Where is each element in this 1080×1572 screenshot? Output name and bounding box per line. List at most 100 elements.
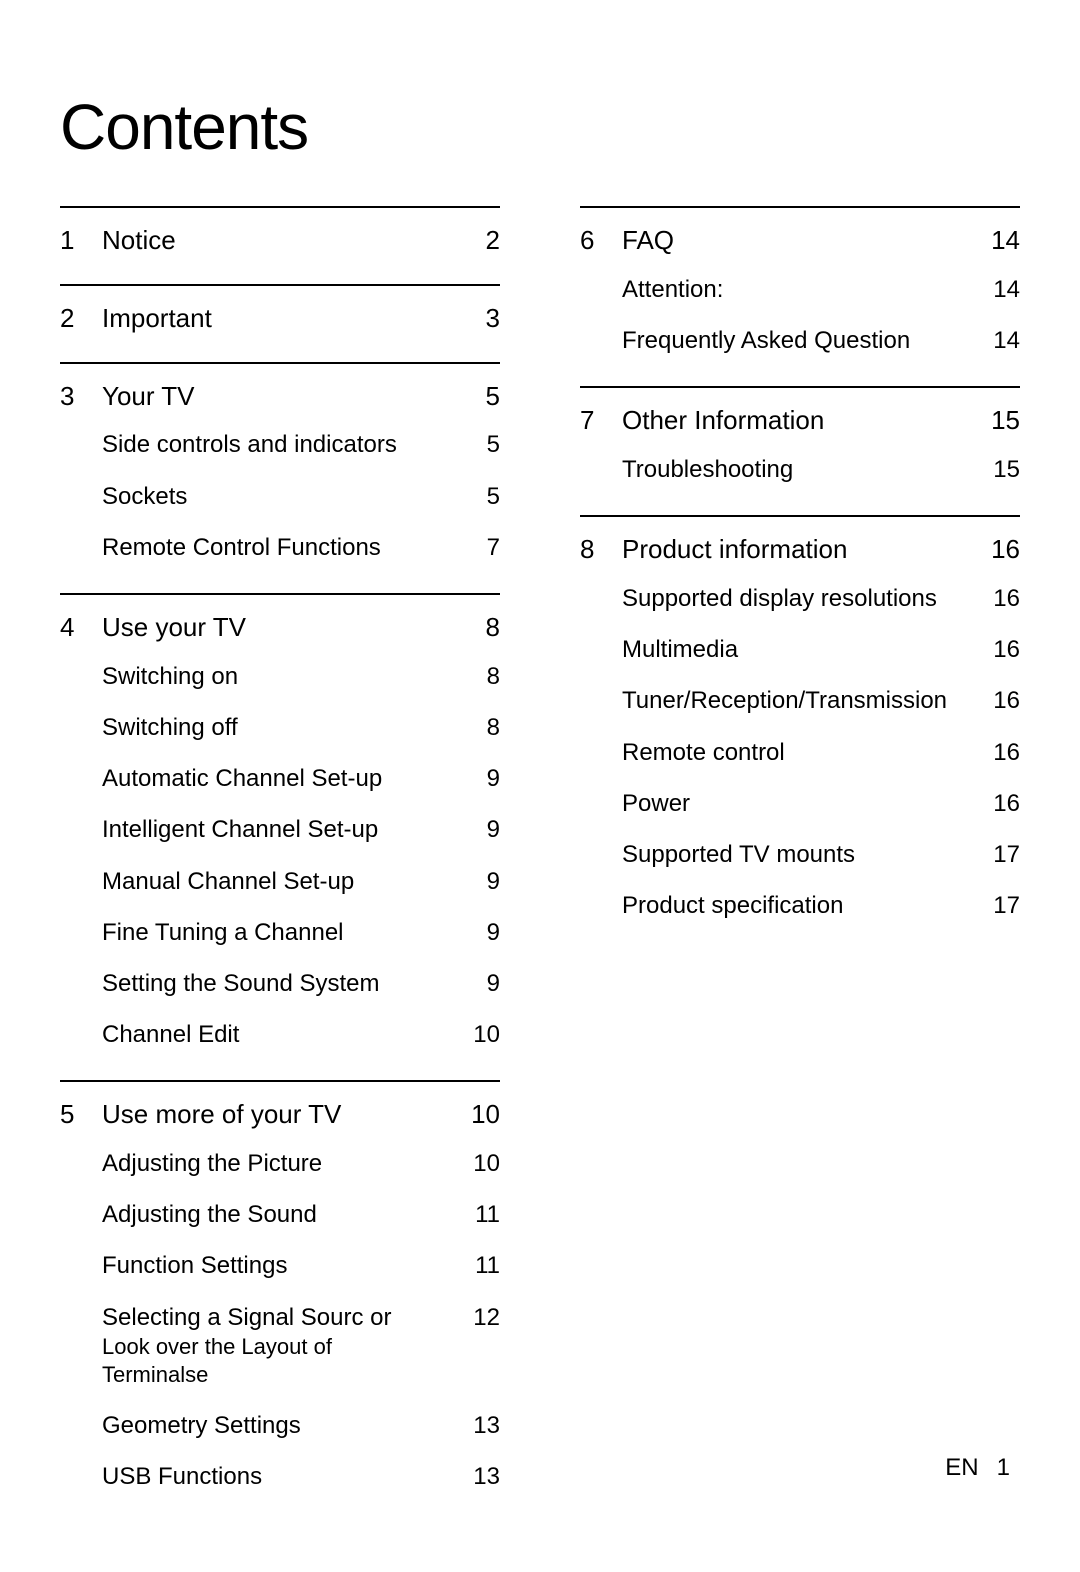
toc-subitem: Intelligent Channel Set-up9 xyxy=(102,804,500,855)
toc-subitem-title: Multimedia xyxy=(622,634,970,665)
toc-section-head: 8Product information16 xyxy=(580,527,1020,573)
toc-subitem: Troubleshooting15 xyxy=(622,444,1020,495)
toc-section: 2Important3 xyxy=(60,284,500,352)
toc-section-page: 16 xyxy=(970,533,1020,567)
toc-subitem-page: 17 xyxy=(970,839,1020,870)
toc-section-page: 8 xyxy=(450,611,500,645)
toc-subitem: Remote Control Functions7 xyxy=(102,522,500,573)
footer-page-number: 1 xyxy=(997,1454,1010,1482)
toc-section-head: 3Your TV5 xyxy=(60,374,500,420)
toc-section-head: 6FAQ14 xyxy=(580,218,1020,264)
toc-subitem-page: 9 xyxy=(450,917,500,948)
toc-section-number: 8 xyxy=(580,533,622,567)
toc-subitem-page: 5 xyxy=(450,481,500,512)
toc-section-page: 2 xyxy=(450,224,500,258)
toc-section-head: 7Other Information15 xyxy=(580,398,1020,444)
toc-subitem-page: 9 xyxy=(450,763,500,794)
footer-lang: EN xyxy=(945,1454,978,1482)
toc-section: 5Use more of your TV10Adjusting the Pict… xyxy=(60,1080,500,1512)
toc-subitem-page: 16 xyxy=(970,685,1020,716)
toc-subitem: Power16 xyxy=(622,778,1020,829)
toc-section-title: FAQ xyxy=(622,224,970,258)
toc-subitem-page: 16 xyxy=(970,634,1020,665)
toc-section-page: 14 xyxy=(970,224,1020,258)
toc-section-head: 5Use more of your TV10 xyxy=(60,1092,500,1138)
toc-section-title: Other Information xyxy=(622,404,970,438)
toc-subitem-page: 13 xyxy=(450,1410,500,1441)
toc-subitem-title: Remote Control Functions xyxy=(102,532,450,563)
right-column: 6FAQ14Attention:14Frequently Asked Quest… xyxy=(580,206,1020,1522)
toc-subitem-title: Setting the Sound System xyxy=(102,968,450,999)
toc-columns: 1Notice22Important33Your TV5Side control… xyxy=(60,206,1020,1522)
toc-subitem-title: Remote control xyxy=(622,737,970,768)
toc-subitems: Switching on8Switching off8Automatic Cha… xyxy=(60,651,500,1061)
toc-subitem: Selecting a Signal Sourc orLook over the… xyxy=(102,1292,500,1400)
toc-section-number: 2 xyxy=(60,302,102,336)
toc-subitems: Side controls and indicators5Sockets5Rem… xyxy=(60,419,500,573)
toc-section-number: 5 xyxy=(60,1098,102,1132)
toc-subitem-page: 16 xyxy=(970,583,1020,614)
toc-subitem-page: 17 xyxy=(970,890,1020,921)
toc-subitem: Geometry Settings13 xyxy=(102,1400,500,1451)
toc-section-number: 1 xyxy=(60,224,102,258)
toc-subitem-title: Fine Tuning a Channel xyxy=(102,917,450,948)
toc-subitems: Supported display resolutions16Multimedi… xyxy=(580,573,1020,931)
toc-subitem-page: 8 xyxy=(450,712,500,743)
toc-subitem-title: Automatic Channel Set-up xyxy=(102,763,450,794)
toc-subitem-page: 16 xyxy=(970,788,1020,819)
toc-subitems: Attention:14Frequently Asked Question14 xyxy=(580,264,1020,366)
toc-subitem-title: Troubleshooting xyxy=(622,454,970,485)
toc-subitem-title: Intelligent Channel Set-up xyxy=(102,814,450,845)
toc-section-page: 15 xyxy=(970,404,1020,438)
toc-subitem-page: 15 xyxy=(970,454,1020,485)
toc-section: 4Use your TV8Switching on8Switching off8… xyxy=(60,593,500,1070)
toc-subitem-title: Side controls and indicators xyxy=(102,429,450,460)
toc-subitem-page: 9 xyxy=(450,968,500,999)
toc-subitem-page: 11 xyxy=(450,1250,500,1281)
toc-subitem-page: 10 xyxy=(450,1148,500,1179)
toc-section: 6FAQ14Attention:14Frequently Asked Quest… xyxy=(580,206,1020,376)
toc-subitem-title: Tuner/Reception/Transmission xyxy=(622,685,970,716)
toc-subitem-title: USB Functions xyxy=(102,1461,450,1492)
toc-section-page: 3 xyxy=(450,302,500,336)
toc-subitem: Channel Edit10 xyxy=(102,1009,500,1060)
toc-section-head: 4Use your TV8 xyxy=(60,605,500,651)
toc-section-title: Use your TV xyxy=(102,611,450,645)
toc-subitem: Adjusting the Picture10 xyxy=(102,1138,500,1189)
toc-subitem-page: 10 xyxy=(450,1019,500,1050)
toc-section-number: 6 xyxy=(580,224,622,258)
toc-subitem-title: Geometry Settings xyxy=(102,1410,450,1441)
toc-subitems: Troubleshooting15 xyxy=(580,444,1020,495)
toc-subitem-page: 12 xyxy=(450,1302,500,1333)
toc-subitem: Product specification17 xyxy=(622,880,1020,931)
toc-subitem-page: 11 xyxy=(450,1199,500,1230)
toc-subitem-title: Manual Channel Set-up xyxy=(102,866,450,897)
toc-subitem-title: Adjusting the Sound xyxy=(102,1199,450,1230)
toc-subitem: Tuner/Reception/Transmission16 xyxy=(622,675,1020,726)
toc-subitem-title: Switching off xyxy=(102,712,450,743)
toc-subitem: Switching off8 xyxy=(102,702,500,753)
toc-subitem-page: 13 xyxy=(450,1461,500,1492)
toc-subitem-page: 14 xyxy=(970,325,1020,356)
toc-subitem: USB Functions13 xyxy=(102,1451,500,1502)
toc-subitem-title: Function Settings xyxy=(102,1250,450,1281)
toc-subitem-note: Look over the Layout of Terminalse xyxy=(102,1333,440,1390)
toc-subitem-page: 14 xyxy=(970,274,1020,305)
toc-subitem-title: Adjusting the Picture xyxy=(102,1148,450,1179)
toc-subitem-title: Attention: xyxy=(622,274,970,305)
toc-subitem-title: Selecting a Signal Sourc orLook over the… xyxy=(102,1302,450,1390)
toc-subitems: Adjusting the Picture10Adjusting the Sou… xyxy=(60,1138,500,1502)
toc-subitem-title: Supported display resolutions xyxy=(622,583,970,614)
toc-section-title: Important xyxy=(102,302,450,336)
toc-subitem: Supported TV mounts17 xyxy=(622,829,1020,880)
toc-section-title: Notice xyxy=(102,224,450,258)
page-title: Contents xyxy=(60,90,1020,164)
toc-subitem: Setting the Sound System9 xyxy=(102,958,500,1009)
toc-subitem-page: 5 xyxy=(450,429,500,460)
toc-subitem-title: Supported TV mounts xyxy=(622,839,970,870)
toc-subitem-title: Product specification xyxy=(622,890,970,921)
toc-section-number: 3 xyxy=(60,380,102,414)
toc-section-number: 4 xyxy=(60,611,102,645)
page-footer: EN 1 xyxy=(945,1454,1010,1482)
toc-subitem: Side controls and indicators5 xyxy=(102,419,500,470)
